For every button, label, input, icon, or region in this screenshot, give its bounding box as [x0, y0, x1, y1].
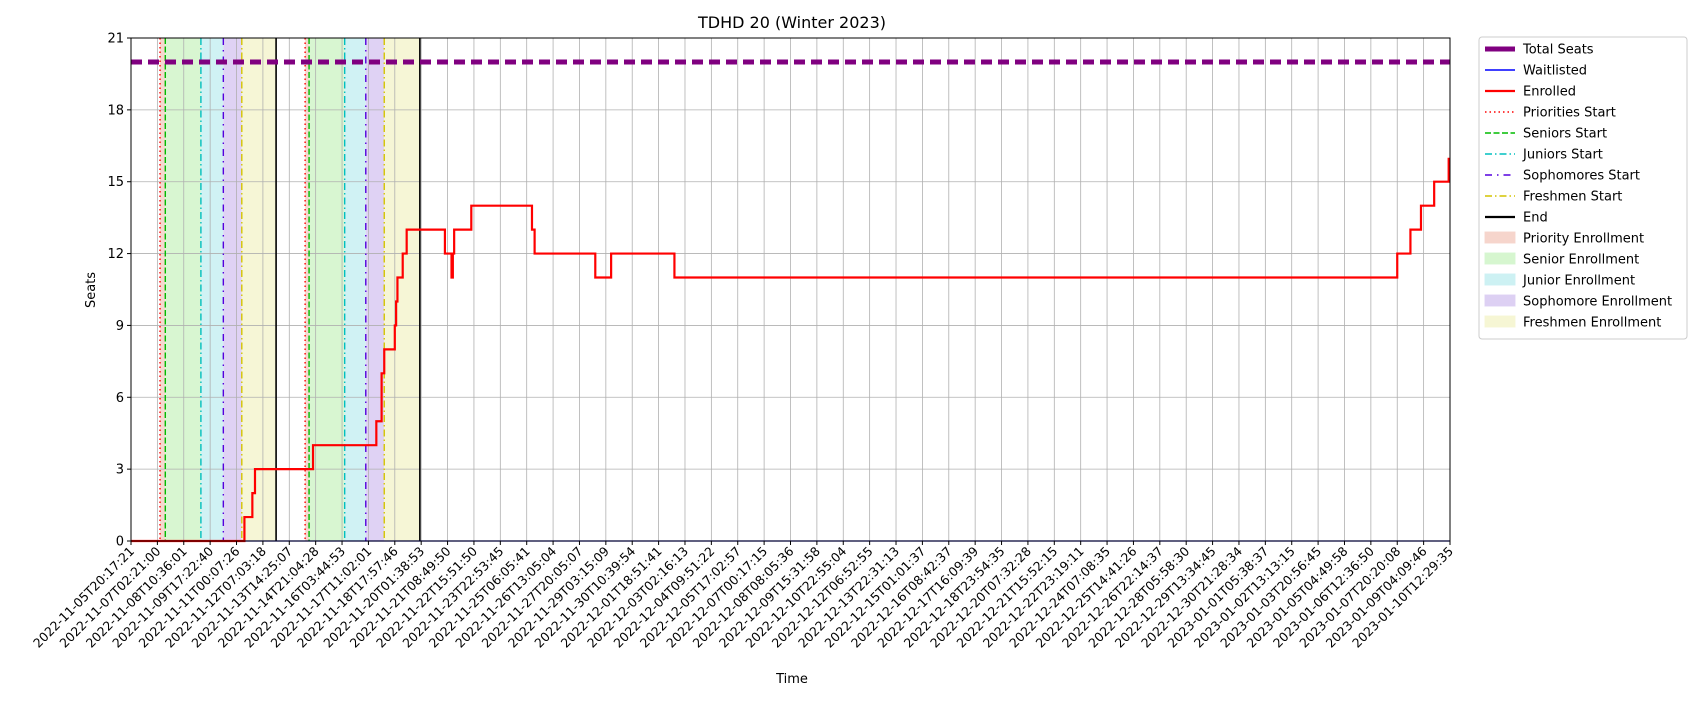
y-tick-label: 18	[107, 103, 124, 118]
y-axis-label: Seats	[84, 272, 99, 308]
y-tick-label: 6	[116, 391, 124, 406]
legend-label: Seniors Start	[1523, 127, 1607, 142]
legend-label: Freshmen Enrollment	[1523, 316, 1661, 331]
legend-label: Priority Enrollment	[1523, 232, 1644, 247]
axes: 0369121518212022-11-05T20:17:212022-11-0…	[30, 32, 1456, 651]
region-senior-enrollment	[309, 38, 345, 541]
y-tick-label: 15	[107, 175, 124, 190]
legend-label: Senior Enrollment	[1523, 253, 1639, 268]
region-sophomore-enrollment	[365, 38, 385, 541]
region-freshmen-enrollment	[241, 38, 277, 541]
region-priority-enrollment	[160, 38, 166, 541]
region-senior-enrollment	[165, 38, 201, 541]
legend-box	[1478, 36, 1688, 340]
legend-swatch	[1484, 294, 1516, 307]
legend-label: Sophomore Enrollment	[1523, 295, 1672, 310]
series-enrolled	[131, 157, 1450, 543]
region-freshmen-enrollment	[384, 38, 420, 541]
legend-label: End	[1523, 211, 1548, 226]
enrollment-regions	[160, 38, 420, 541]
region-junior-enrollment	[200, 38, 224, 541]
y-tick-label: 21	[107, 32, 124, 47]
y-tick-label: 12	[107, 247, 124, 262]
region-junior-enrollment	[344, 38, 366, 541]
region-priority-enrollment	[305, 38, 310, 541]
legend-swatch	[1484, 273, 1516, 286]
y-tick-label: 3	[116, 463, 124, 478]
legend-label: Enrolled	[1523, 85, 1576, 100]
region-sophomore-enrollment	[223, 38, 242, 541]
legend-label: Waitlisted	[1523, 64, 1587, 79]
legend: Total Seats Waitlisted Enrolled Priorities …	[1478, 36, 1688, 340]
legend-label: Sophomores Start	[1523, 169, 1640, 184]
legend-label: Juniors Start	[1522, 148, 1603, 163]
legend-label: Total Seats	[1522, 43, 1594, 58]
legend-swatch	[1484, 315, 1516, 328]
legend-label: Junior Enrollment	[1522, 274, 1635, 289]
phase-markers	[159, 38, 421, 541]
y-tick-label: 9	[116, 319, 124, 334]
legend-swatch	[1484, 231, 1516, 244]
legend-swatch	[1484, 252, 1516, 265]
legend-label: Freshmen Start	[1523, 190, 1622, 205]
y-tick-label: 0	[116, 535, 124, 550]
chart-title: TDHD 20 (Winter 2023)	[697, 13, 886, 32]
legend-label: Priorities Start	[1523, 106, 1616, 121]
x-axis-label: Time	[775, 672, 808, 687]
